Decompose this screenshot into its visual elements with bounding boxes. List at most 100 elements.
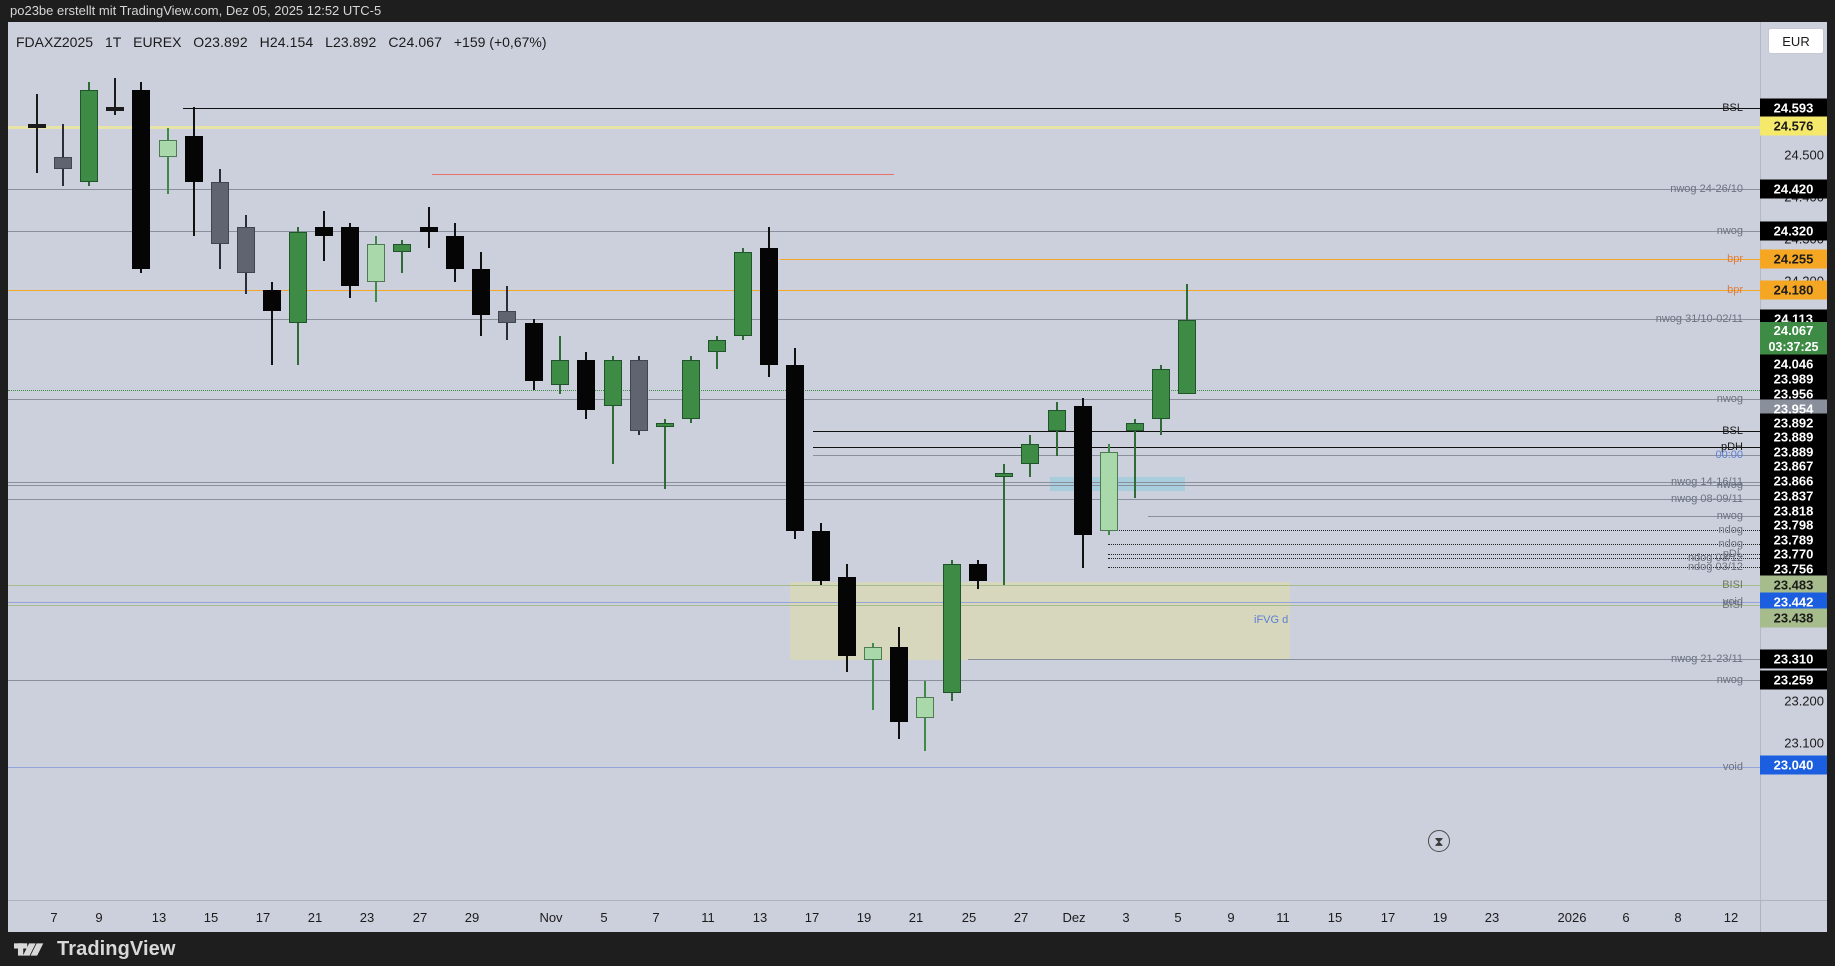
candle-wick [1134, 418, 1136, 498]
candle-body [1074, 406, 1092, 536]
level-line-ndog-03-12-a[interactable] [1108, 558, 1760, 559]
price-badge[interactable]: 23.438 [1760, 608, 1827, 628]
candle-body [525, 323, 543, 382]
level-line-red-level[interactable] [432, 174, 894, 175]
price-badge-value: 24.593 [1773, 100, 1814, 116]
candle-body [760, 248, 778, 365]
time-tick: 12 [1723, 910, 1739, 925]
level-line-nwog-31-10-02-11[interactable] [8, 319, 1760, 320]
price-badge[interactable]: 24.255 [1760, 249, 1827, 269]
level-line-bisi-upper[interactable] [8, 585, 1760, 586]
chart-pane[interactable]: iFVG d BSL nwog 24-26/10 nwog bpr bpr nwog 31/… [8, 22, 1760, 900]
price-badge[interactable]: 23.867 [1760, 456, 1827, 476]
level-line-yellow-band[interactable] [8, 126, 1760, 129]
level-label-nwog-08-09-11: nwog 08-09/11 [1671, 493, 1743, 505]
level-label-pdh: pDH [1720, 441, 1743, 453]
plot-area[interactable]: iFVG d BSL nwog 24-26/10 nwog bpr bpr nwog 31/… [8, 22, 1760, 867]
price-badge[interactable]: 23.259 [1760, 670, 1827, 690]
level-line-nwog-08-09-11[interactable] [8, 499, 1760, 500]
watermark-bar: po23be erstellt mit TradingView.com, Dez… [0, 0, 1835, 22]
price-badge[interactable]: 24.320 [1760, 221, 1827, 241]
price-badge[interactable]: 23.889 [1760, 427, 1827, 447]
level-line-nwog-c[interactable] [8, 485, 1760, 486]
price-badge-value: 23.889 [1773, 429, 1814, 445]
price-badge[interactable]: 23.483 [1760, 575, 1827, 595]
level-label-bisi-lower: BISI [1722, 599, 1743, 611]
chart-frame[interactable]: iFVG d BSL nwog 24-26/10 nwog bpr bpr nwog 31/… [8, 22, 1827, 900]
level-line-bsl-mid[interactable] [813, 431, 1760, 432]
candle-body [786, 364, 804, 531]
time-tick: 19 [856, 910, 872, 925]
level-line-ndog-03-12-b[interactable] [1108, 567, 1760, 568]
time-scale-corner[interactable] [1760, 901, 1827, 933]
candle-body [890, 647, 908, 723]
time-scale[interactable]: 7 9 13 15 17 21 23 27 29 Nov 5 7 11 13 17 19 21 25 27 Dez 3 5… [8, 900, 1827, 933]
price-badge-value: 23.867 [1773, 458, 1814, 474]
price-badge[interactable]: 23.040 [1760, 755, 1827, 775]
level-line-nwog-d[interactable] [1148, 516, 1760, 517]
candle-body [734, 252, 752, 336]
time-tick: 9 [95, 910, 103, 925]
level-label-ndog-b: ndog [1718, 538, 1743, 550]
time-tick: 5 [600, 910, 608, 925]
price-badge[interactable]: 23.756 [1760, 559, 1827, 579]
countdown-hourglass-icon[interactable]: ⧗ [1428, 830, 1450, 852]
price-badge[interactable]: 23.798 [1760, 515, 1827, 535]
price-badge[interactable]: 23.310 [1760, 649, 1827, 669]
price-badge[interactable]: 24.576 [1760, 116, 1827, 136]
level-line-nwog-b[interactable] [8, 399, 1760, 400]
level-line-nwog-14-16-11[interactable] [8, 482, 1760, 483]
price-badge[interactable]: 24.420 [1760, 179, 1827, 199]
price-badge[interactable]: 23.989 [1760, 369, 1827, 389]
level-line-ndog-b[interactable] [1108, 544, 1760, 545]
candle-body [604, 360, 622, 407]
price-badge-value: 23.310 [1773, 651, 1814, 667]
price-badge-value: 23.040 [1773, 757, 1814, 773]
price-badge[interactable]: 23.770 [1760, 544, 1827, 564]
candle-wick [323, 210, 325, 261]
level-line-void-bottom[interactable] [8, 767, 1760, 768]
level-line-void[interactable] [8, 602, 1760, 603]
level-line-ndog-a[interactable] [1108, 530, 1760, 531]
candle-body [420, 227, 438, 232]
time-tick: 7 [652, 910, 660, 925]
tradingview-logo[interactable]: TradingView [14, 938, 176, 961]
ifvg-daily-zone-label: iFVG d [1254, 614, 1289, 626]
level-line-bpr-upper[interactable] [780, 259, 1760, 260]
price-badge[interactable]: 24.067 03:37:25 [1760, 322, 1827, 356]
candle-body [446, 235, 464, 270]
currency-badge[interactable]: EUR [1768, 28, 1824, 54]
price-badge[interactable]: 24.180 [1760, 280, 1827, 300]
level-line-nwog-e[interactable] [8, 680, 1760, 681]
candle-body [132, 90, 150, 270]
level-line-pdl[interactable] [1108, 554, 1760, 555]
time-tick: Dez [1062, 910, 1086, 925]
level-line-bisi-lower[interactable] [8, 605, 1760, 606]
price-badge[interactable]: 23.442 [1760, 592, 1827, 612]
level-line-nwog-24-26-10[interactable] [8, 189, 1760, 190]
price-scale[interactable]: EUR 24.50024.40024.30024.20024.10023.500… [1760, 22, 1827, 900]
level-line-pdh[interactable] [813, 447, 1760, 448]
candle-body [211, 181, 229, 245]
time-tick: 21 [908, 910, 924, 925]
level-line-bsl-top[interactable] [183, 108, 1760, 109]
candle-wick [716, 335, 718, 369]
time-tick: 15 [1327, 910, 1343, 925]
candle-wick [872, 643, 874, 710]
time-tick: Nov [539, 910, 563, 925]
price-badge[interactable]: 23.866 [1760, 471, 1827, 491]
candle-body [159, 140, 177, 157]
candle-body [812, 530, 830, 581]
candle-body [1021, 443, 1039, 465]
level-line-session-0000[interactable] [813, 455, 1760, 456]
level-line-green-dotted[interactable] [8, 390, 1760, 391]
price-badge[interactable]: 23.956 [1760, 384, 1827, 404]
candle-body [838, 576, 856, 656]
price-badge[interactable]: 24.046 [1760, 354, 1827, 374]
price-badge[interactable]: 24.593 [1760, 98, 1827, 118]
level-line-nwog-a[interactable] [8, 231, 1760, 232]
level-line-bpr-lower[interactable] [8, 290, 1760, 291]
level-line-nwog-21-23-11[interactable] [968, 659, 1760, 660]
price-badge[interactable]: 23.837 [1760, 486, 1827, 506]
price-badge-value: 23.954 [1773, 401, 1814, 417]
